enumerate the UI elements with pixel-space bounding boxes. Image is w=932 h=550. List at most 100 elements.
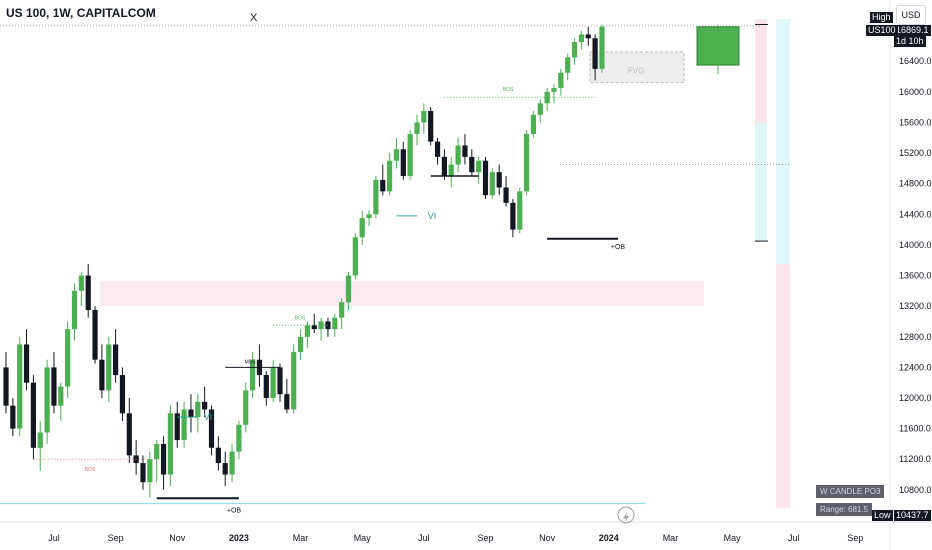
x-marker: X xyxy=(250,12,258,24)
price-tick-label: 15200.0 xyxy=(899,148,932,158)
time-tick-label: May xyxy=(724,533,742,543)
ob-label-lower: +OB xyxy=(227,507,242,514)
candle-body xyxy=(537,103,543,115)
htf-candle-body xyxy=(696,26,740,66)
time-tick-label: Jul xyxy=(788,533,800,543)
candle-body xyxy=(428,110,434,142)
candle-body xyxy=(51,367,57,406)
candle-body xyxy=(3,367,9,406)
price-tick-label: 12800.0 xyxy=(899,332,932,342)
candle-body xyxy=(352,237,358,276)
candle-body xyxy=(489,172,495,196)
time-tick-label: Jul xyxy=(48,533,60,543)
price-tick-label: 15600.0 xyxy=(899,117,932,127)
candle-body xyxy=(202,401,208,410)
range-zone-lower xyxy=(755,122,767,242)
candle-body xyxy=(58,386,64,406)
time-tick-label: Sep xyxy=(847,533,863,543)
candle-body xyxy=(366,214,372,219)
candle-body xyxy=(181,409,187,441)
time-tick-label: Mar xyxy=(663,533,679,543)
price-tick-label: 14000.0 xyxy=(899,240,932,250)
candle-body xyxy=(393,149,400,161)
candle-body xyxy=(311,325,317,330)
countdown-label: 1d 10h xyxy=(894,36,926,47)
range-info-box: Range: 681.5 xyxy=(816,503,873,516)
candle-body xyxy=(147,459,153,483)
candle-body xyxy=(599,26,605,69)
candle-body xyxy=(530,114,537,134)
low-label: Low xyxy=(872,510,893,521)
high-value: 16869.1 xyxy=(894,25,931,36)
candle-body xyxy=(373,179,379,215)
time-tick-label: Sep xyxy=(108,533,124,543)
candle-body xyxy=(414,122,420,134)
candle-body xyxy=(30,382,36,448)
candle-body xyxy=(236,424,242,452)
candle-body xyxy=(387,160,393,192)
candle-body xyxy=(126,413,132,456)
candle-body xyxy=(565,57,571,73)
candle-body xyxy=(407,133,413,177)
projection-zone-upper xyxy=(776,19,790,265)
time-tick-label: Nov xyxy=(169,533,186,543)
candle-body xyxy=(113,344,119,376)
price-tick-label: 11600.0 xyxy=(899,424,931,434)
candle-body xyxy=(304,325,310,337)
mss-label: MSS xyxy=(245,359,257,365)
candle-body xyxy=(208,409,215,448)
candle-body xyxy=(571,42,578,58)
price-tick-label: 10800.0 xyxy=(899,485,932,495)
vi-label-lower: VI xyxy=(204,412,213,422)
candle-body xyxy=(222,463,228,475)
candle-body xyxy=(476,160,482,173)
candle-body xyxy=(71,290,78,330)
candle-body xyxy=(284,394,290,410)
currency-button[interactable]: USD xyxy=(896,5,926,25)
chart-title: US 100, 1W, CAPITALCOM xyxy=(6,6,156,20)
price-tick-label: 13600.0 xyxy=(899,271,932,281)
candle-body xyxy=(17,344,23,429)
bos-label-upper: BOS xyxy=(503,87,514,93)
time-tick-label: Sep xyxy=(477,533,493,543)
candle-body xyxy=(250,359,256,391)
candle-body xyxy=(167,413,173,475)
replay-bolt-icon xyxy=(623,512,629,522)
candle-body xyxy=(482,160,489,196)
price-tick-label: 11200.0 xyxy=(899,454,931,464)
candle-body xyxy=(585,34,591,39)
candle-body xyxy=(263,375,269,399)
candle-body xyxy=(243,390,249,425)
candle-body xyxy=(517,191,523,230)
candle-body xyxy=(551,88,557,92)
candle-body xyxy=(380,179,386,192)
low-value: 10437.7 xyxy=(894,510,931,521)
candle-body xyxy=(277,367,283,395)
candle-body xyxy=(10,405,16,429)
price-tick-label: 16000.0 xyxy=(899,87,932,97)
time-tick-label: Nov xyxy=(539,533,556,543)
candle-body xyxy=(37,432,43,448)
candle-body xyxy=(434,141,441,157)
supply-zone xyxy=(100,280,704,307)
price-tick-label: 12000.0 xyxy=(899,393,932,403)
time-tick-label: 2024 xyxy=(599,533,619,543)
replay-icon[interactable] xyxy=(617,506,635,524)
time-tick-label: Jul xyxy=(418,533,430,543)
time-tick-label: 2023 xyxy=(229,533,249,543)
candle-body xyxy=(400,149,406,177)
candle-body xyxy=(496,172,502,188)
candle-body xyxy=(174,413,180,441)
price-tick-label: 14400.0 xyxy=(899,209,932,219)
candle-body xyxy=(92,309,98,360)
fvg-box xyxy=(589,51,685,84)
candle-body xyxy=(578,34,584,43)
candle-body xyxy=(270,367,276,399)
candle-body xyxy=(421,110,427,123)
fvg-label: FVG xyxy=(628,67,644,76)
candle-body xyxy=(339,302,345,318)
candle-body xyxy=(78,275,84,291)
candle-body xyxy=(195,401,201,418)
price-tick-label: 14800.0 xyxy=(899,179,932,189)
